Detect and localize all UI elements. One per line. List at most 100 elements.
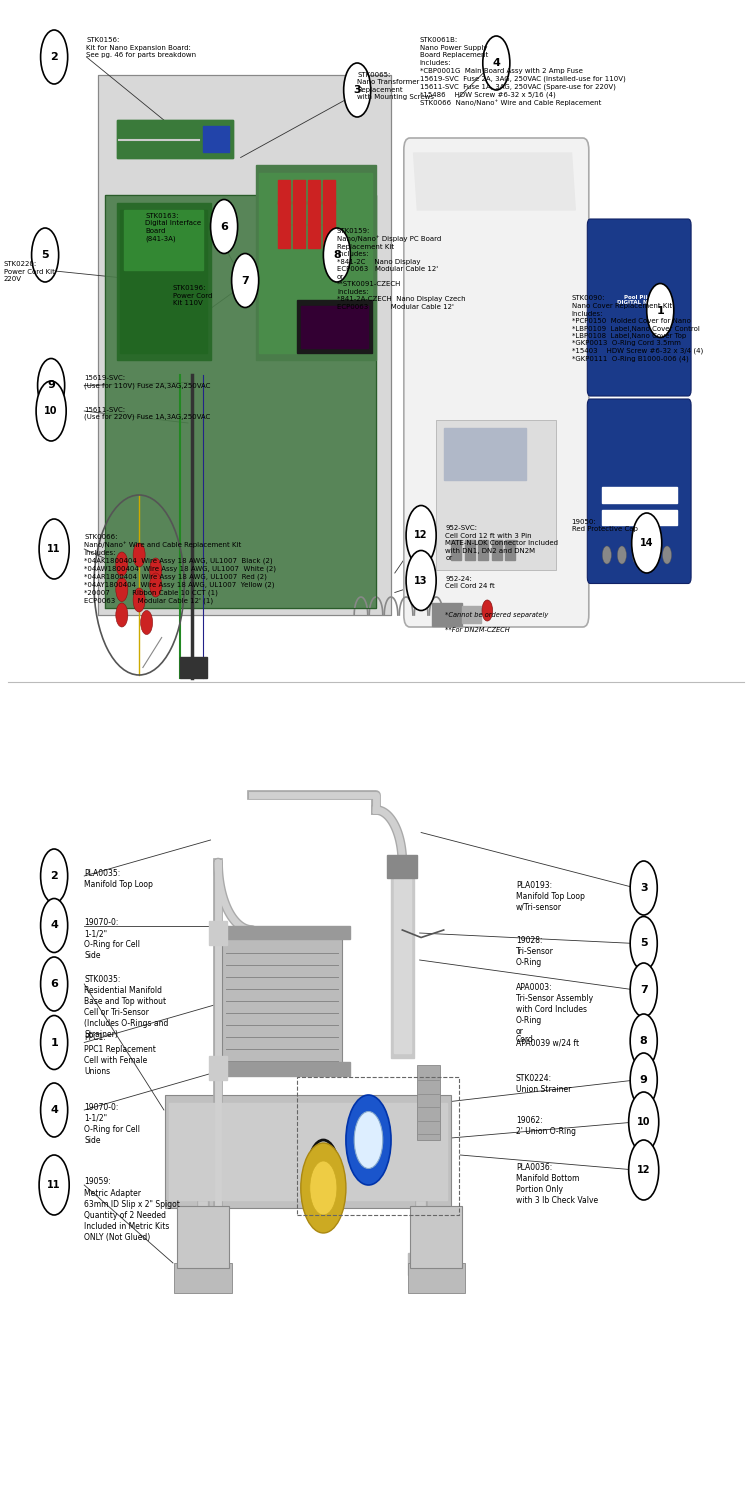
Polygon shape — [222, 938, 342, 1072]
Circle shape — [630, 963, 657, 1017]
Text: 4: 4 — [50, 921, 58, 930]
Circle shape — [630, 861, 657, 915]
Text: 19062:
2' Union O-Ring: 19062: 2' Union O-Ring — [516, 1116, 576, 1136]
Polygon shape — [323, 201, 335, 225]
Polygon shape — [214, 926, 350, 939]
Polygon shape — [432, 603, 462, 625]
Polygon shape — [278, 201, 290, 225]
Polygon shape — [323, 224, 335, 248]
Text: 12: 12 — [637, 1166, 650, 1174]
Text: 2: 2 — [50, 871, 58, 880]
Text: 11: 11 — [47, 1180, 61, 1190]
Polygon shape — [465, 540, 475, 560]
Text: 15611-SVC:
(Use for 220V) Fuse 1A,3AG,250VAC: 15611-SVC: (Use for 220V) Fuse 1A,3AG,25… — [84, 406, 211, 420]
Circle shape — [617, 546, 626, 564]
Text: 7: 7 — [241, 276, 249, 285]
Circle shape — [482, 600, 493, 621]
Circle shape — [629, 1092, 659, 1152]
Polygon shape — [444, 427, 526, 480]
Circle shape — [36, 381, 66, 441]
Polygon shape — [174, 1263, 232, 1293]
Polygon shape — [117, 202, 211, 360]
Circle shape — [116, 578, 128, 602]
Text: 19070-0:
1-1/2"
O-Ring for Cell
Side: 19070-0: 1-1/2" O-Ring for Cell Side — [84, 1102, 140, 1144]
Text: 952-24:
Cell Cord 24 ft: 952-24: Cell Cord 24 ft — [445, 576, 495, 590]
Circle shape — [663, 546, 672, 564]
Polygon shape — [391, 870, 414, 1058]
Text: 7: 7 — [640, 986, 647, 994]
Text: 4: 4 — [493, 58, 500, 68]
Text: 15619-SVC:
(Use for 110V) Fuse 2A,3AG,250VAC: 15619-SVC: (Use for 110V) Fuse 2A,3AG,25… — [84, 375, 211, 388]
Circle shape — [647, 284, 674, 338]
FancyBboxPatch shape — [587, 399, 691, 584]
Polygon shape — [177, 1206, 229, 1268]
Polygon shape — [117, 120, 233, 158]
Polygon shape — [462, 606, 481, 622]
Circle shape — [232, 254, 259, 308]
Polygon shape — [505, 540, 515, 560]
Polygon shape — [308, 201, 320, 225]
Polygon shape — [209, 1056, 227, 1080]
Polygon shape — [301, 306, 368, 348]
Circle shape — [41, 1016, 68, 1070]
Circle shape — [647, 546, 656, 564]
Polygon shape — [293, 201, 305, 225]
Circle shape — [632, 546, 641, 564]
Text: STK0156:
Kit for Nano Expansion Board:
See pg. 46 for parts breakdown: STK0156: Kit for Nano Expansion Board: S… — [86, 38, 196, 58]
Circle shape — [150, 558, 162, 582]
Text: 2: 2 — [50, 53, 58, 62]
Text: 1: 1 — [50, 1038, 58, 1047]
Polygon shape — [492, 540, 502, 560]
Circle shape — [133, 588, 145, 612]
Circle shape — [346, 1095, 391, 1185]
Polygon shape — [180, 657, 207, 678]
Circle shape — [150, 573, 162, 597]
Circle shape — [406, 550, 436, 610]
Polygon shape — [214, 1062, 350, 1076]
Polygon shape — [117, 120, 233, 158]
Circle shape — [141, 610, 153, 634]
Text: Pool Pilot
DIGITAL NANO: Pool Pilot DIGITAL NANO — [617, 294, 661, 306]
Text: 5: 5 — [41, 251, 49, 260]
Polygon shape — [478, 540, 488, 560]
Text: 9: 9 — [640, 1076, 647, 1084]
Circle shape — [406, 506, 436, 566]
Text: 952-SVC:
Cell Cord 12 ft with 3 Pin
MATE-N-LOK Connector Included
with DN1, DN2 : 952-SVC: Cell Cord 12 ft with 3 Pin MATE… — [445, 525, 558, 561]
Circle shape — [133, 543, 145, 567]
Polygon shape — [209, 921, 227, 945]
Circle shape — [211, 200, 238, 254]
Polygon shape — [417, 1065, 440, 1140]
Polygon shape — [293, 180, 305, 204]
Text: 4: 4 — [50, 1106, 58, 1114]
Circle shape — [41, 957, 68, 1011]
Text: PLA0036:
Manifold Bottom
Portion Only
with 3 lb Check Valve: PLA0036: Manifold Bottom Portion Only wi… — [516, 1162, 598, 1204]
Circle shape — [483, 36, 510, 90]
Circle shape — [41, 1083, 68, 1137]
Text: 19028:
Tri-Sensor
O-Ring: 19028: Tri-Sensor O-Ring — [516, 936, 553, 968]
Text: 6: 6 — [50, 980, 58, 988]
Text: 3: 3 — [640, 884, 647, 892]
Text: STK0159:
Nano/Nano⁺ Display PC Board
Replacement Kit
Includes:
*841-2C    Nano D: STK0159: Nano/Nano⁺ Display PC Board Rep… — [337, 228, 465, 310]
Polygon shape — [308, 180, 320, 204]
Circle shape — [632, 513, 662, 573]
Text: 19050:
Red Protective Cap: 19050: Red Protective Cap — [572, 519, 638, 532]
Text: 8: 8 — [640, 1036, 647, 1046]
Polygon shape — [602, 510, 677, 525]
Circle shape — [116, 603, 128, 627]
Text: STK0220:
Power Cord Kit
220V: STK0220: Power Cord Kit 220V — [4, 261, 55, 282]
Text: STK0065:
Nano Transformer
Replacement
with Mounting Screws: STK0065: Nano Transformer Replacement wi… — [357, 72, 434, 100]
Polygon shape — [120, 210, 207, 352]
Text: 5: 5 — [640, 939, 647, 948]
Text: 12: 12 — [414, 531, 428, 540]
Text: **For DN2M-CZECH: **For DN2M-CZECH — [445, 627, 510, 633]
Circle shape — [301, 1143, 346, 1233]
Text: 19059:
Metric Adapter
63mm ID Slip x 2" Spigot
Quantity of 2 Needed
Included in : 19059: Metric Adapter 63mm ID Slip x 2" … — [84, 1178, 180, 1242]
Text: 11: 11 — [47, 544, 61, 554]
Polygon shape — [602, 488, 677, 502]
Polygon shape — [165, 1095, 451, 1208]
Circle shape — [116, 552, 128, 576]
Polygon shape — [98, 75, 391, 615]
Polygon shape — [394, 873, 411, 1053]
Polygon shape — [124, 210, 203, 270]
Text: 10: 10 — [637, 1118, 650, 1126]
